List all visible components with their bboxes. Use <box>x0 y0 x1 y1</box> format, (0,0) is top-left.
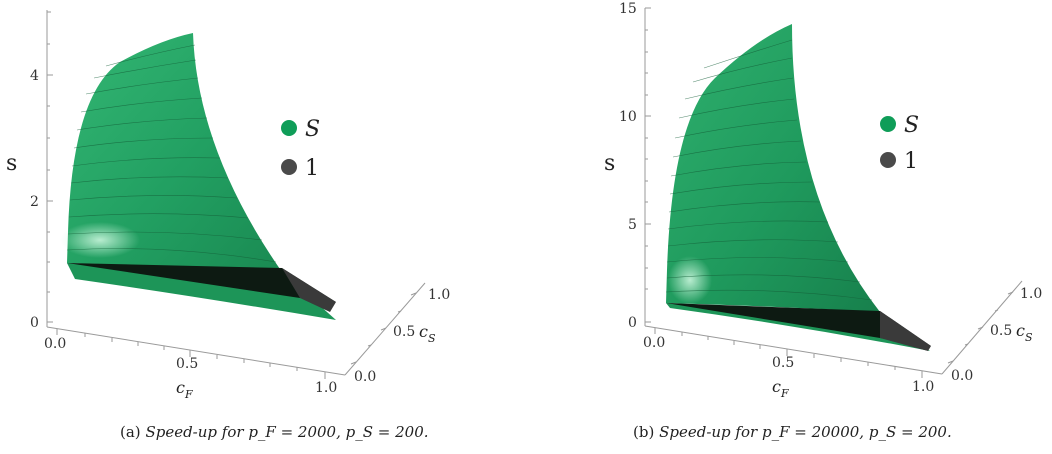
chart-a-x-axis <box>46 326 346 376</box>
chart-b-z-tick-15: 15 <box>619 1 637 17</box>
chart-b-surface-S <box>666 24 880 312</box>
caption-a-prefix: (a) <box>120 423 141 441</box>
legend-a-label-S: S <box>305 117 320 142</box>
legend-b-label-1: 1 <box>904 149 918 174</box>
caption-a-params: p_F = 2000, p_S = 200. <box>248 423 429 441</box>
chart-a-x-ticks <box>56 329 326 379</box>
chart-b-x-tick-0: 0.0 <box>643 335 665 351</box>
legend-b-swatch-S <box>880 116 896 132</box>
chart-a-x-label: c F <box>176 378 193 401</box>
legend-a-swatch-S <box>281 120 297 136</box>
chart-b-z-label: s <box>604 151 615 176</box>
chart-b-x-axis <box>644 325 943 375</box>
chart-a-y-label: c S <box>419 322 436 345</box>
legend-a-swatch-1 <box>281 159 297 175</box>
chart-a: 0 2 4 s 0.0 0.5 1.0 c F <box>6 10 450 401</box>
svg-text:c: c <box>176 378 185 397</box>
chart-a-surface-1-edge <box>282 268 336 312</box>
chart-a-surface-1 <box>67 263 336 302</box>
chart-a-mesh-lines <box>66 44 277 263</box>
legend-b-label-S: S <box>904 113 919 138</box>
chart-a-y-tick-1: 1.0 <box>428 287 450 303</box>
chart-a-z-tick-0: 0 <box>30 315 39 331</box>
legend-b-swatch-1 <box>880 152 896 168</box>
chart-a-y-axis <box>344 282 426 376</box>
chart-b-y-tick-05: 0.5 <box>990 323 1012 339</box>
svg-text:F: F <box>184 388 193 401</box>
chart-b-surface-1 <box>666 303 931 346</box>
chart-b-y-label: c S <box>1016 321 1033 344</box>
chart-b-y-tick-1: 1.0 <box>1020 286 1042 302</box>
svg-text:S: S <box>428 332 436 345</box>
chart-b-z-tick-0: 0 <box>628 315 637 331</box>
caption-b-params: p_F = 20000, p_S = 200. <box>761 423 952 441</box>
chart-a-y-ticks <box>350 292 417 365</box>
chart-b-mesh-lines <box>665 39 873 301</box>
chart-b-x-label: c F <box>772 377 789 400</box>
chart-b-y-ticks <box>947 291 1014 364</box>
caption-a: (a) Speed-up for p_F = 2000, p_S = 200. <box>120 423 429 441</box>
chart-b-z-tick-10: 10 <box>619 109 637 125</box>
chart-b-z-ticks <box>645 7 651 323</box>
chart-a-x-tick-05: 0.5 <box>176 356 198 372</box>
chart-a-y-tick-0: 0.0 <box>354 369 376 385</box>
chart-b-highlight <box>668 256 712 304</box>
svg-text:c: c <box>1016 321 1025 340</box>
svg-text:c: c <box>772 377 781 396</box>
chart-a-x-tick-1: 1.0 <box>315 380 337 396</box>
caption-a-text: Speed-up for <box>145 423 244 441</box>
chart-a-legend: S 1 <box>281 117 320 181</box>
chart-b: 0 5 10 15 s 0.0 0.5 1.0 c F <box>604 1 1042 400</box>
caption-b-text: Speed-up for <box>659 423 758 441</box>
chart-a-z-ticks <box>47 11 53 323</box>
svg-text:F: F <box>780 387 789 400</box>
chart-b-x-tick-1: 1.0 <box>912 379 934 395</box>
chart-a-y-tick-05: 0.5 <box>393 324 415 340</box>
legend-a-label-1: 1 <box>305 156 319 181</box>
chart-b-legend: S 1 <box>880 113 919 174</box>
chart-a-z-label: s <box>6 151 17 176</box>
svg-text:c: c <box>419 322 428 341</box>
chart-a-z-tick-2: 2 <box>30 194 39 210</box>
chart-a-x-tick-0: 0.0 <box>44 336 66 352</box>
chart-a-surface-S <box>67 33 282 272</box>
chart-b-x-tick-05: 0.5 <box>772 355 794 371</box>
caption-b: (b) Speed-up for p_F = 20000, p_S = 200. <box>633 423 952 441</box>
chart-b-y-tick-0: 0.0 <box>951 368 973 384</box>
caption-b-prefix: (b) <box>633 423 655 441</box>
chart-a-z-tick-4: 4 <box>30 68 39 84</box>
chart-a-highlight <box>60 222 140 258</box>
svg-text:S: S <box>1025 331 1033 344</box>
chart-b-x-ticks <box>654 328 923 378</box>
chart-b-surface-1-edge <box>880 311 931 351</box>
chart-b-z-tick-5: 5 <box>628 217 637 233</box>
